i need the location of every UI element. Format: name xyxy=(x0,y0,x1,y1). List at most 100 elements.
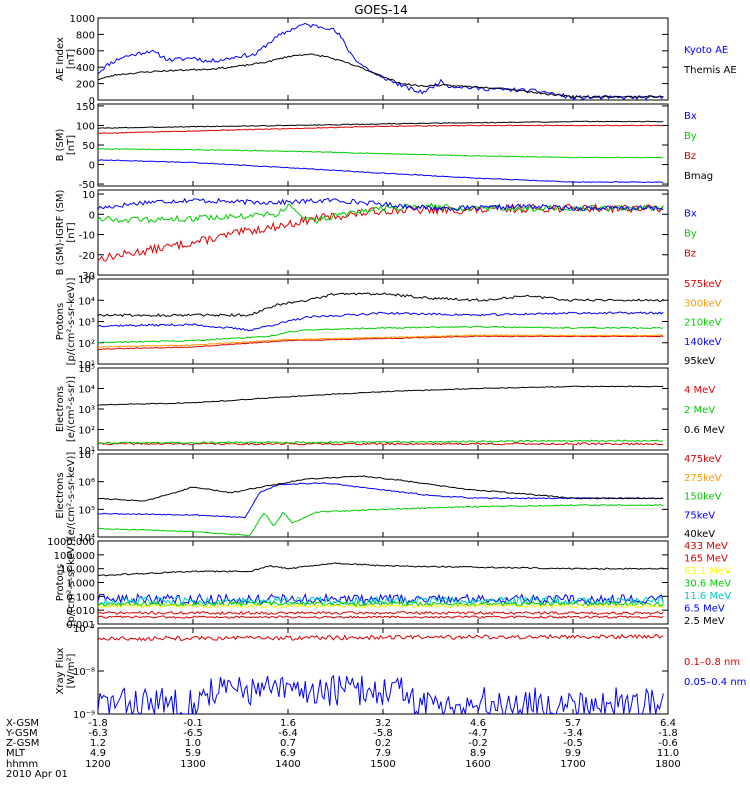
x-axis-row-label: Y-GSM xyxy=(5,728,38,739)
legend-entry: 30.6 MeV xyxy=(684,579,731,590)
x-axis-value: 11.0 xyxy=(657,748,679,759)
y-tick-label: 10 xyxy=(82,190,95,201)
legend-entry: 4 MeV xyxy=(684,385,715,396)
x-axis-value: 1.0 xyxy=(185,738,201,749)
legend-entry: By xyxy=(684,131,697,142)
y-tick-label: 10⁶ xyxy=(78,478,95,489)
y-tick-label: -20 xyxy=(79,251,95,262)
y-tick-label: 100.000 xyxy=(54,551,95,562)
y-axis-label: [W/m²] xyxy=(66,653,77,688)
x-axis-value: 1500 xyxy=(370,759,395,770)
y-tick-label: 400 xyxy=(76,63,95,74)
y-tick-label: 0.100 xyxy=(66,592,95,603)
legend-entry: 75keV xyxy=(684,510,715,521)
legend-entry: 575keV xyxy=(684,279,722,290)
y-axis-label: [nT] xyxy=(66,222,77,242)
x-axis-annotation: X-GSM -1.8 -0.1 1.6 3.2 4.6 5.7 6.4 Y-GSM -6.3 -6.… xyxy=(5,718,681,780)
legend-entry: Themis AE xyxy=(683,65,737,76)
y-tick-label: -10 xyxy=(79,231,95,242)
series-line xyxy=(98,595,664,607)
x-axis-value: 8.9 xyxy=(470,748,486,759)
date-label: 2010 Apr 01 xyxy=(6,769,68,780)
series-line xyxy=(98,159,664,184)
x-axis-value: -1.8 xyxy=(88,718,108,729)
panel-protons2: 0.001 0.010 0.100 1.000 10.000 100.000 1000.00… xyxy=(47,537,731,631)
y-tick-label: 10⁻⁹ xyxy=(73,710,95,721)
panel-electrons1: 10¹ 10² 10³ 10⁴ 10⁵ Electrons [e/(cm²-s-sr)] 4 … xyxy=(55,364,725,457)
panel-frame xyxy=(97,540,669,625)
legend-entry: 0.1–0.8 nm xyxy=(684,657,740,668)
y-tick-label: 10³ xyxy=(78,318,95,329)
y-tick-label: 0 xyxy=(89,161,95,172)
y-axis-label: [e/(cm²-s-sr-keV)] xyxy=(66,452,77,540)
legend-entry: 150keV xyxy=(684,492,722,503)
series-line xyxy=(98,482,664,519)
legend-entry: By xyxy=(684,229,697,240)
x-axis-value: 1300 xyxy=(180,759,205,770)
x-axis-value: -0.5 xyxy=(563,738,583,749)
legend-entry: 40keV xyxy=(684,529,715,540)
y-axis-label: [e/(cm²-s-sr)] xyxy=(66,376,77,442)
x-axis-value: 1200 xyxy=(85,759,110,770)
x-axis-value: 7.9 xyxy=(375,748,391,759)
series-line xyxy=(98,120,664,129)
y-tick-label: 1000.000 xyxy=(47,537,95,548)
y-tick-label: 50 xyxy=(82,141,95,152)
series-line xyxy=(98,633,664,642)
x-axis-value: 4.9 xyxy=(90,748,106,759)
y-tick-label: 10⁴ xyxy=(78,385,95,396)
y-tick-label: 1.000 xyxy=(66,579,95,590)
series-line xyxy=(98,148,664,159)
y-tick-label: 10³ xyxy=(78,405,95,416)
x-axis-row-label: X-GSM xyxy=(6,718,39,729)
y-tick-label: 10⁻⁸ xyxy=(73,667,95,678)
x-axis-value: -1.8 xyxy=(658,728,678,739)
legend-entry: 6.5 MeV xyxy=(684,604,725,615)
x-axis-row-label: MLT xyxy=(6,748,26,759)
series-line xyxy=(98,504,664,537)
y-tick-label: 10⁵ xyxy=(78,275,95,286)
series-line xyxy=(98,385,664,406)
y-tick-label: 150 xyxy=(76,102,95,113)
y-tick-label: 600 xyxy=(76,47,95,58)
y-axis-label: B (SM)-IGRF (SM) xyxy=(55,190,66,276)
y-tick-label: 800 xyxy=(76,30,95,41)
series-line xyxy=(98,53,664,99)
panel-ae: 0 200 400 600 800 1000 AE Index [nT] Kyoto AE The… xyxy=(55,14,737,107)
x-axis-row-label: hhmm xyxy=(6,759,38,770)
series-line xyxy=(98,292,664,318)
legend-entry: 2 MeV xyxy=(684,405,715,416)
panel-frame xyxy=(97,367,669,451)
x-axis-value: 5.9 xyxy=(185,748,201,759)
y-tick-label: 10.000 xyxy=(60,565,95,576)
x-axis-value: -6.3 xyxy=(88,728,108,739)
x-axis-value: 3.2 xyxy=(375,718,391,729)
y-axis-label: Protons xyxy=(55,564,66,601)
series-line xyxy=(98,22,664,100)
y-tick-label: 10² xyxy=(78,426,95,437)
x-axis-value: -6.4 xyxy=(278,728,298,739)
x-axis-value: -0.6 xyxy=(658,738,678,749)
panel-xray: 10⁻⁹ 10⁻⁸ 10⁻⁷ Xray Flux [W/m²] 0.1–0.8 nm 0.0… xyxy=(55,624,746,721)
legend-entry: 165 MeV xyxy=(684,554,728,565)
series-line xyxy=(98,202,664,225)
y-axis-label: [p/(cm²-s-sr-keV)] xyxy=(66,278,77,366)
series-line xyxy=(98,197,664,212)
panel-protons1: 10¹ 10² 10³ 10⁴ 10⁵ Protons [p/(cm²-s-sr-keV)]… xyxy=(55,275,722,371)
y-tick-label: 10⁵ xyxy=(78,505,95,516)
legend-entry: 0.6 MeV xyxy=(684,425,725,436)
legend-entry: Bz xyxy=(684,249,696,260)
legend-entry: Bmag xyxy=(684,171,713,182)
y-tick-label: 10⁴ xyxy=(78,533,95,544)
y-tick-label: 10² xyxy=(78,339,95,350)
y-tick-label: 10¹ xyxy=(78,360,95,371)
x-axis-value: -5.8 xyxy=(373,728,393,739)
x-axis-value: 1400 xyxy=(275,759,300,770)
series-line xyxy=(98,442,664,446)
x-axis-value: -0.2 xyxy=(468,738,488,749)
x-axis-value: -6.5 xyxy=(183,728,203,739)
panel-frame xyxy=(97,103,669,187)
x-axis-value: 1.6 xyxy=(280,718,296,729)
